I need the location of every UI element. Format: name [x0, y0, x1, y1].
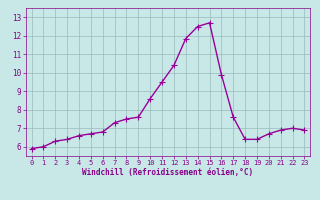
- X-axis label: Windchill (Refroidissement éolien,°C): Windchill (Refroidissement éolien,°C): [83, 168, 253, 177]
